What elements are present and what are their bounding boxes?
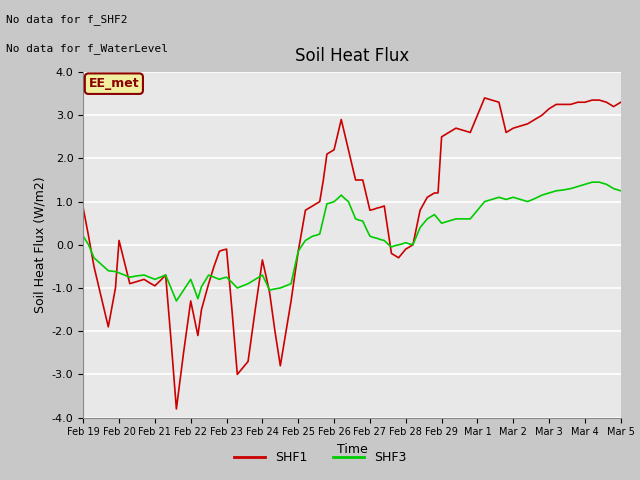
- SHF3: [373, 235, 381, 241]
- Line: SHF3: SHF3: [83, 182, 621, 301]
- SHF1: [531, 117, 539, 122]
- SHF3: [524, 199, 531, 204]
- Y-axis label: Soil Heat Flux (W/m2): Soil Heat Flux (W/m2): [33, 177, 46, 313]
- Line: SHF1: SHF1: [83, 98, 621, 409]
- SHF1: [617, 99, 625, 105]
- Title: Soil Heat Flux: Soil Heat Flux: [295, 47, 409, 65]
- SHF3: [79, 233, 87, 239]
- SHF3: [97, 261, 105, 267]
- Legend: SHF1, SHF3: SHF1, SHF3: [229, 446, 411, 469]
- Text: EE_met: EE_met: [88, 77, 140, 90]
- SHF3: [617, 188, 625, 193]
- SHF3: [377, 237, 385, 242]
- Text: No data for f_SHF2: No data for f_SHF2: [6, 14, 128, 25]
- SHF1: [173, 406, 180, 412]
- SHF1: [413, 225, 420, 230]
- SHF3: [413, 233, 420, 239]
- SHF3: [173, 298, 180, 304]
- SHF3: [588, 179, 596, 185]
- SHF3: [398, 241, 406, 247]
- SHF1: [398, 251, 406, 256]
- X-axis label: Time: Time: [337, 443, 367, 456]
- SHF1: [373, 205, 381, 211]
- Text: No data for f_WaterLevel: No data for f_WaterLevel: [6, 43, 168, 54]
- SHF1: [79, 205, 87, 211]
- SHF1: [97, 294, 105, 300]
- SHF1: [377, 204, 385, 210]
- SHF1: [481, 95, 488, 101]
